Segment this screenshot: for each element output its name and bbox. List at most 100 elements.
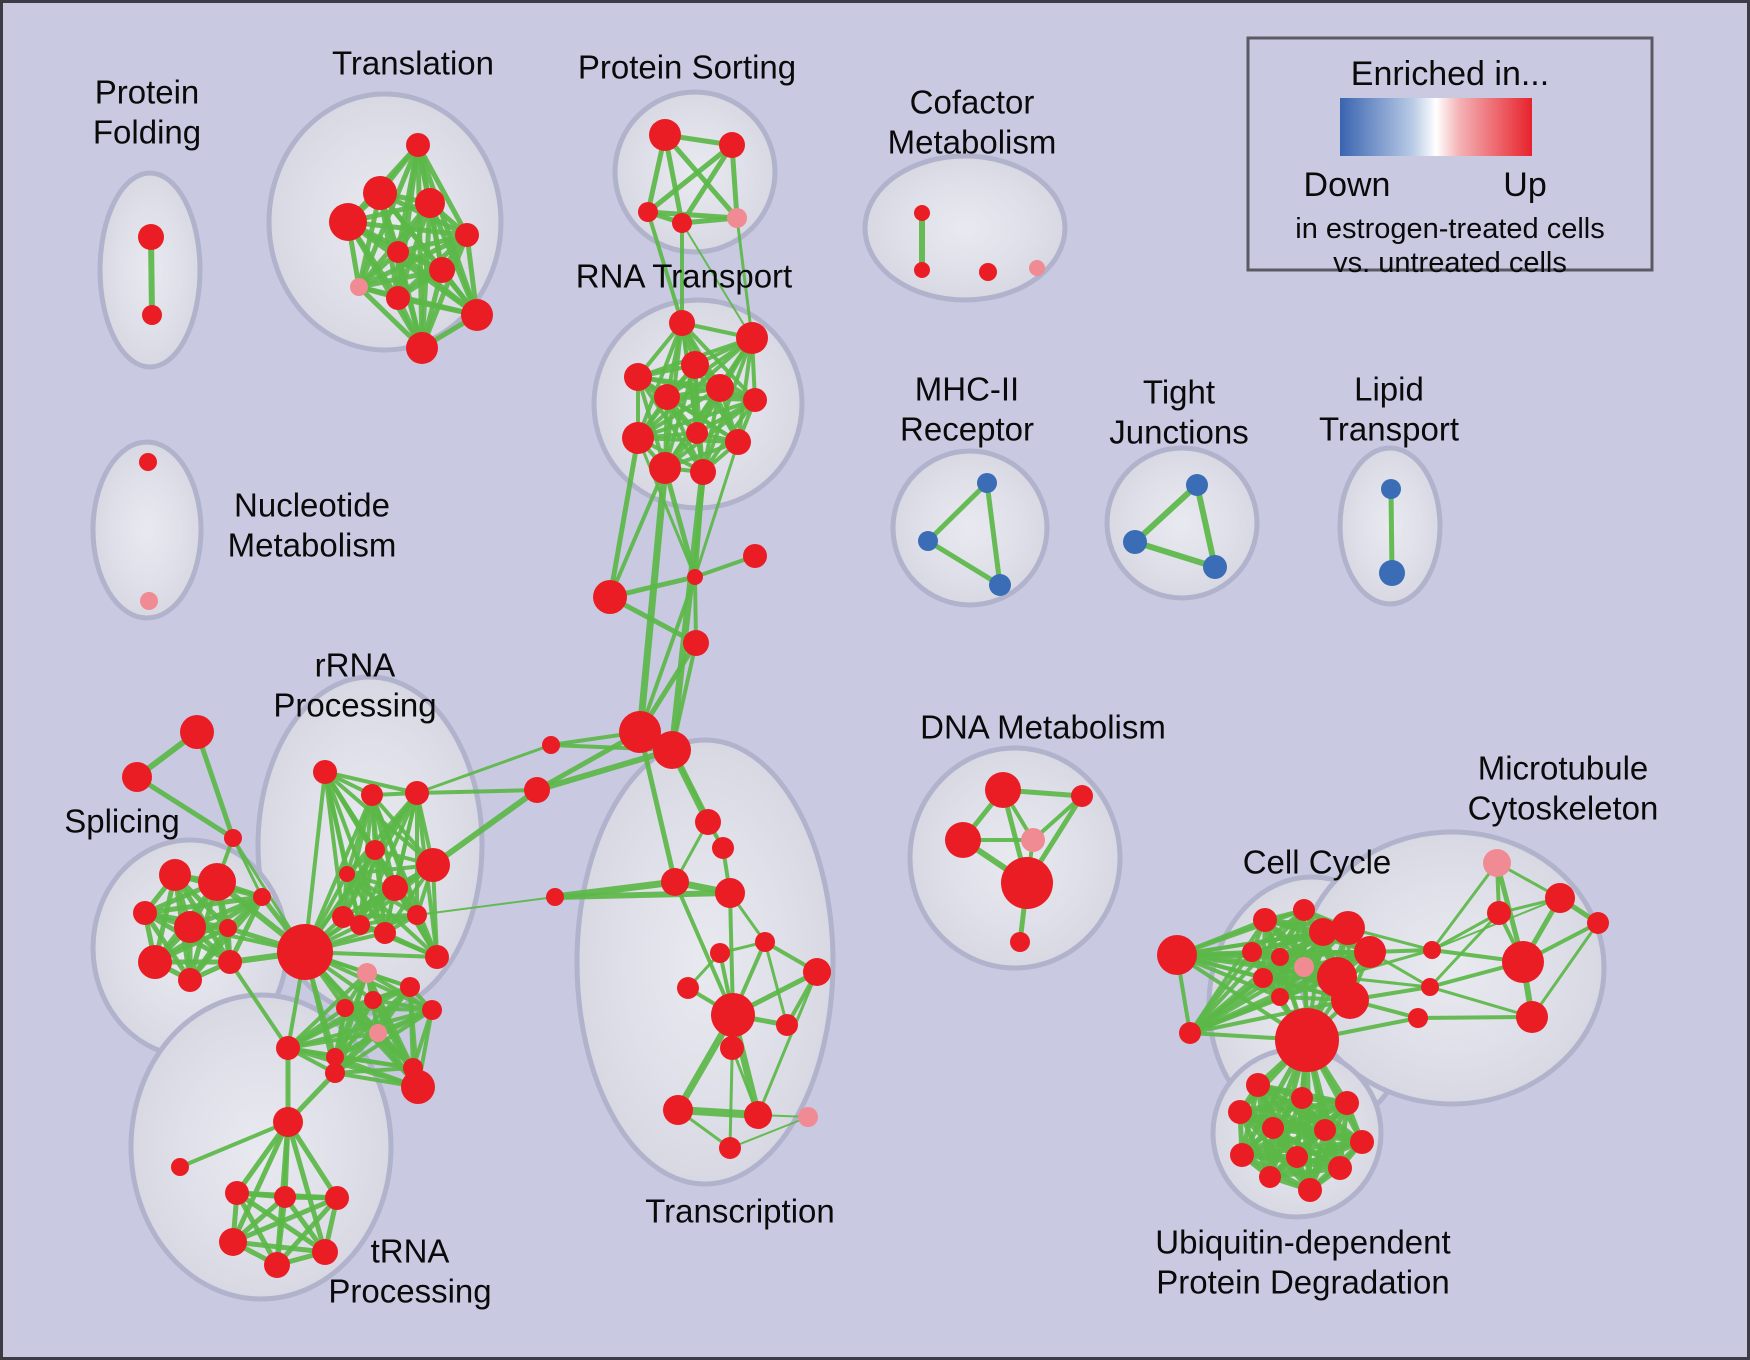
edge-rr20-rr21 (286, 1046, 415, 1070)
cluster-label-lipid-transport-line2: Transport (1319, 411, 1459, 448)
node-tn0 (273, 1107, 303, 1137)
legend-title: Enriched in... (1351, 55, 1549, 93)
node-tg2 (224, 829, 242, 847)
node-ch1 (743, 544, 767, 568)
node-mt2 (1487, 901, 1511, 925)
node-tx2 (661, 868, 689, 896)
node-ub3 (1228, 1100, 1252, 1124)
node-rr17 (336, 999, 354, 1017)
edge-tg0-tg2 (194, 729, 236, 841)
cluster-label-tight-junctions-line2: Junctions (1109, 414, 1248, 451)
node-cc3 (1293, 899, 1315, 921)
node-sp6 (138, 945, 172, 979)
node-tn3 (274, 1186, 296, 1208)
node-rt1 (736, 322, 768, 354)
edge-ch7-rr2 (415, 788, 539, 795)
edge-sp7-rr21 (228, 960, 290, 1050)
edge-rr13-rr21 (286, 971, 369, 1050)
legend-up-label: Up (1503, 166, 1546, 204)
node-cf2 (979, 263, 997, 281)
legend-down-label: Down (1304, 166, 1391, 204)
cluster-ellipse-tight-junctions (1104, 445, 1260, 601)
cluster-label-rna-transport: RNA Transport (576, 258, 792, 295)
node-cc2 (1253, 908, 1277, 932)
legend-gradient-bar (1340, 98, 1532, 156)
node-ch3 (683, 630, 709, 656)
edge-tn2-tn6 (234, 1190, 280, 1268)
node-tg0 (180, 715, 214, 749)
legend-caption-line1: in estrogen-treated cells (1295, 213, 1605, 245)
node-nu1 (140, 592, 158, 610)
node-ub5 (1314, 1119, 1336, 1141)
node-rr10 (374, 922, 396, 944)
edge-rt7-ch0 (636, 436, 697, 579)
node-sp0 (159, 859, 191, 891)
cluster-label-tight-junctions-line1: Tight (1143, 374, 1215, 411)
edge-tj0-tj2 (1194, 482, 1218, 570)
edge-rt9-ch0 (693, 440, 740, 579)
edge-cc1-cc10 (1188, 976, 1265, 1035)
node-jx0 (1423, 941, 1441, 959)
node-ps0 (649, 119, 681, 151)
node-tl2 (415, 188, 445, 218)
legend-box (1246, 36, 1654, 272)
cluster-label-microtubule-cytoskeleton-line2: Cytoskeleton (1468, 790, 1659, 827)
node-mt5 (1587, 912, 1609, 934)
edge-rt6-rt7 (636, 398, 757, 440)
edge-ch6-rr2 (415, 743, 553, 795)
edge-mh0-mh2 (984, 480, 1003, 588)
edge-tl6-tl7 (356, 267, 445, 290)
node-mt0 (1483, 849, 1511, 877)
node-pf1 (142, 305, 162, 325)
node-ps1 (719, 132, 745, 158)
node-tl10 (406, 332, 438, 364)
cluster-label-protein-folding-line1: Protein (95, 74, 200, 111)
node-tl7 (350, 278, 368, 296)
edge-cc3-cc6 (1250, 908, 1306, 954)
cluster-label-mhc-ii-receptor-line2: Receptor (900, 411, 1034, 448)
edge-tx6-tx13 (756, 970, 819, 1117)
cluster-label-cofactor-metabolism-line2: Metabolism (888, 124, 1057, 161)
node-rr16 (422, 1000, 442, 1020)
node-mt1 (1545, 883, 1575, 913)
node-rt7 (622, 422, 654, 454)
cluster-label-ubiquitin-degradation-line1: Ubiquitin-dependent (1155, 1224, 1450, 1261)
edge-tn0-tn7 (285, 1119, 328, 1255)
edge-rt11-ch5 (668, 468, 707, 754)
node-ub8 (1286, 1146, 1308, 1168)
node-dm4 (1001, 857, 1053, 909)
node-tn5 (219, 1228, 247, 1256)
edge-rr0-rr2 (323, 770, 419, 795)
edge-tx2-tx9 (673, 880, 735, 1017)
cluster-label-cell-cycle: Cell Cycle (1243, 844, 1392, 881)
node-tx12 (663, 1095, 693, 1125)
edge-rr20-rr22 (333, 1066, 415, 1075)
node-mh2 (989, 574, 1011, 596)
edge-rr7-tx4 (416, 896, 556, 916)
edge-rr18-rr21 (286, 1031, 380, 1050)
node-rt8 (686, 422, 708, 444)
node-rt6 (743, 388, 767, 412)
node-rr5 (416, 848, 450, 882)
cluster-label-protein-sorting: Protein Sorting (578, 49, 796, 86)
edge-mh0-mh1 (925, 480, 990, 544)
node-rt3 (624, 363, 652, 391)
node-ch5 (653, 731, 691, 769)
node-rr22 (325, 1063, 345, 1083)
node-tx3 (715, 878, 745, 908)
edge-rt7-ch2 (607, 435, 641, 600)
edge-rt3-rt11 (636, 375, 705, 474)
edge-rr16-rr17 (343, 1006, 434, 1012)
node-tx6 (803, 958, 831, 986)
node-sp8 (178, 968, 202, 992)
node-cc1 (1179, 1022, 1201, 1044)
node-dm5 (1010, 932, 1030, 952)
node-ps4 (727, 208, 747, 228)
node-rr8 (332, 906, 354, 928)
node-rr14 (400, 977, 420, 997)
cluster-ellipse-cofactor-metabolism (862, 153, 1068, 303)
edge-jx1-mt4 (1428, 985, 1534, 1019)
cluster-label-translation: Translation (332, 45, 494, 82)
node-rr2 (405, 781, 429, 805)
node-tl3 (329, 203, 367, 241)
